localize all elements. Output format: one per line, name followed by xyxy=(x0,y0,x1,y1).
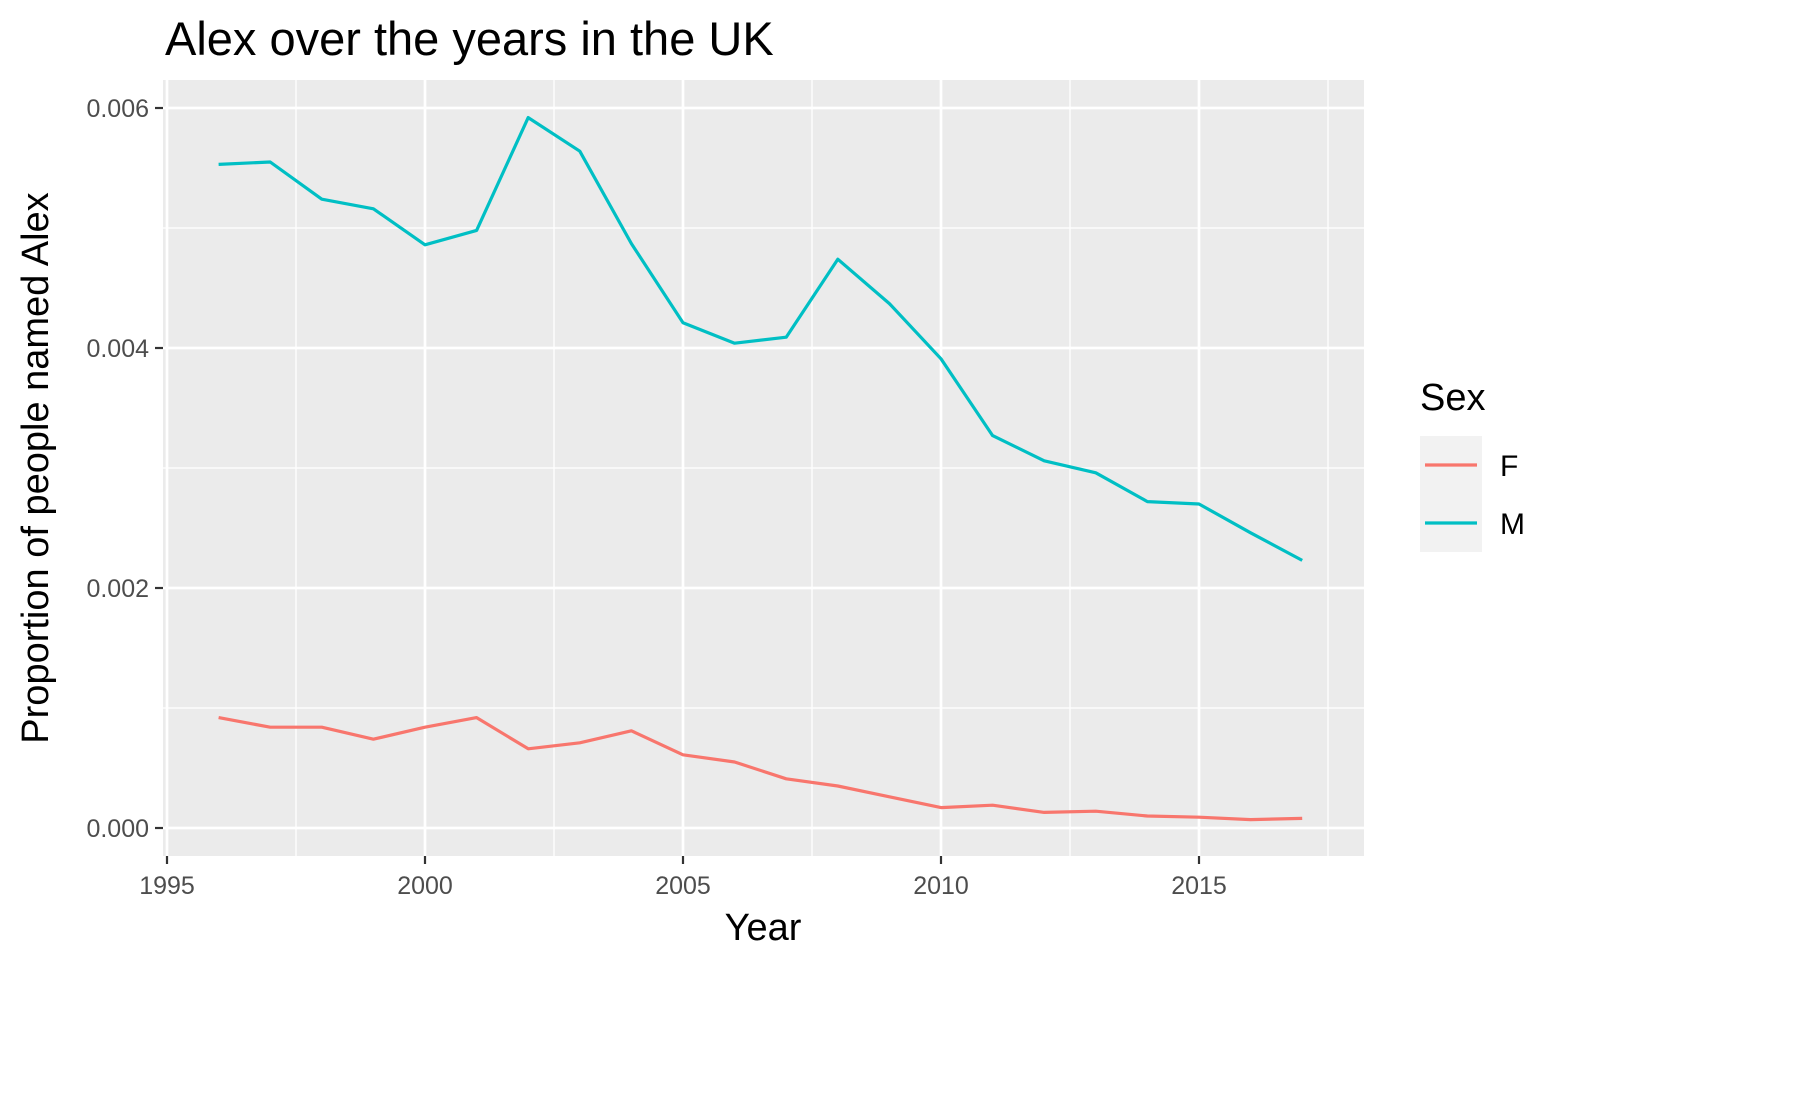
legend: Sex FM xyxy=(1420,377,1525,552)
x-tick-label: 2010 xyxy=(913,872,969,900)
chart-title: Alex over the years in the UK xyxy=(165,12,774,65)
y-tick-label: 0.000 xyxy=(86,815,149,843)
legend-title: Sex xyxy=(1420,377,1485,419)
series-line-m xyxy=(218,115,1303,562)
series-lines xyxy=(218,115,1303,822)
x-axis: 1995 2000 2005 2010 2015 xyxy=(139,856,1227,900)
x-tick-label: 2005 xyxy=(655,872,711,900)
series-line-f xyxy=(218,715,1303,822)
legend-label-m: M xyxy=(1500,508,1525,541)
y-tick-label: 0.002 xyxy=(86,575,149,603)
y-tick-label: 0.004 xyxy=(86,335,149,363)
x-axis-title: Year xyxy=(725,907,802,949)
minor-gridlines xyxy=(163,80,1364,856)
x-tick-label: 2015 xyxy=(1171,872,1227,900)
legend-label-f: F xyxy=(1500,450,1518,483)
y-axis: 0.000 0.002 0.004 0.006 xyxy=(86,95,163,843)
x-tick-label: 2000 xyxy=(397,872,453,900)
y-axis-title: Proportion of people named Alex xyxy=(15,192,57,743)
y-tick-label: 0.006 xyxy=(86,95,149,123)
x-tick-label: 1995 xyxy=(139,872,195,900)
